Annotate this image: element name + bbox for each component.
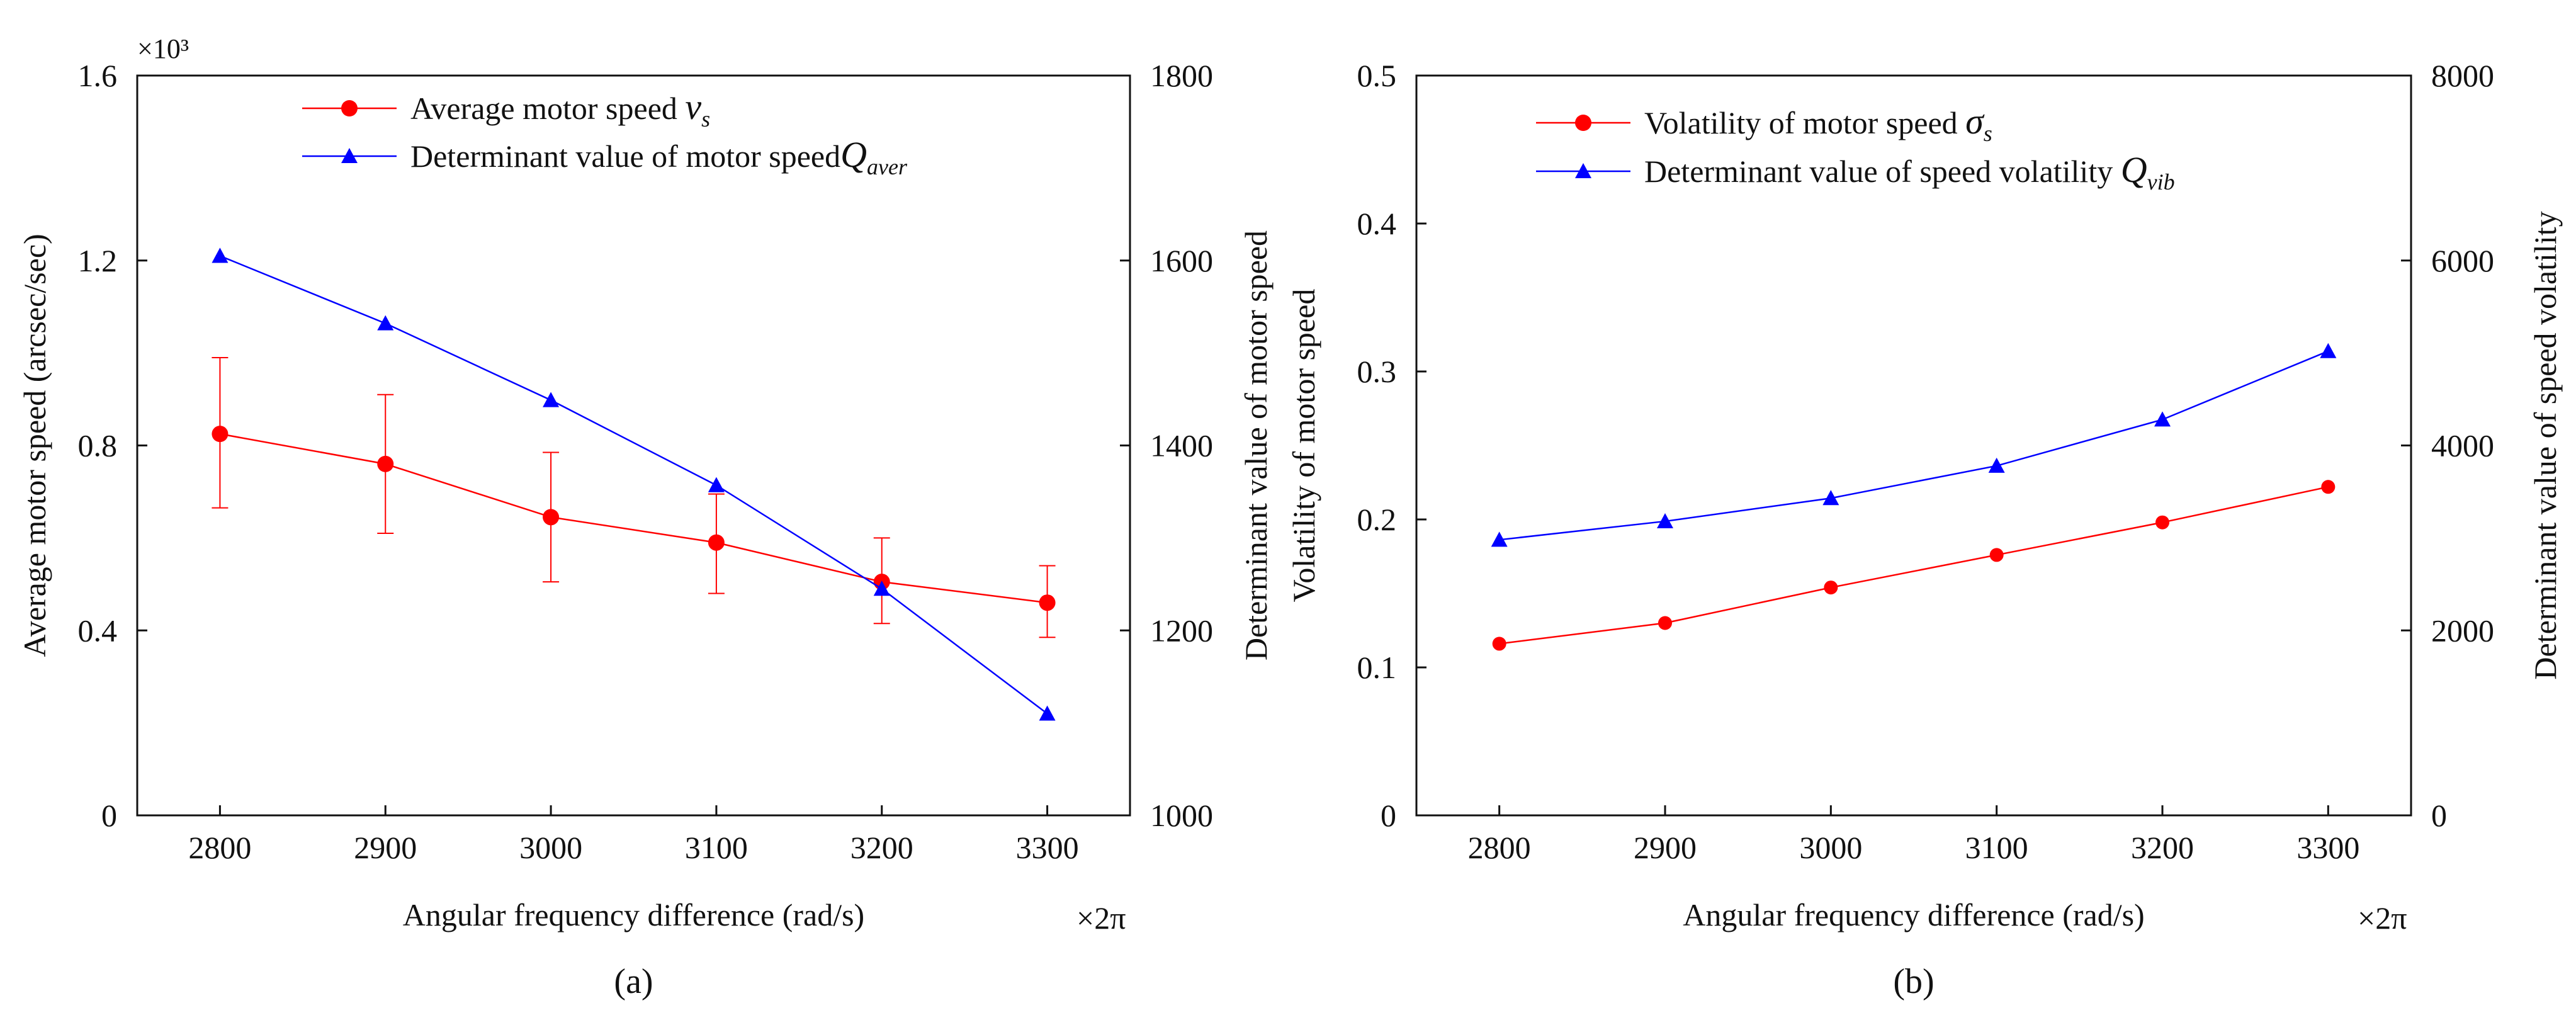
chart-b-x-tick-label: 3300 xyxy=(2296,830,2359,865)
chart-b-y-tick-label: 0.1 xyxy=(1357,650,1397,685)
chart-a-red-series-line xyxy=(220,433,1048,604)
chart-a-legend-marker-0 xyxy=(341,100,358,116)
chart-a-red-series-point xyxy=(1039,594,1056,611)
chart-b-y2-tick-label: 6000 xyxy=(2431,243,2494,278)
chart-a-red-series-point xyxy=(708,534,725,551)
chart-b-legend-label-0: Volatility of motor speed σs xyxy=(1644,101,1992,146)
chart-a-y2-tick-label: 1400 xyxy=(1150,428,1213,463)
chart-b-red-series-point xyxy=(1658,616,1672,630)
chart-a-x-tick-label: 2800 xyxy=(188,830,251,865)
chart-a-x-tick-label: 3200 xyxy=(850,830,913,865)
chart-b-blue-series-point xyxy=(1657,513,1673,528)
chart-b-y-tick-label: 0 xyxy=(1381,798,1396,833)
chart-a-x-tick-label: 3100 xyxy=(685,830,748,865)
chart-a-blue-series-point xyxy=(543,392,560,407)
chart-a-y-tick-label: 0.8 xyxy=(78,428,118,463)
chart-b-y-tick-label: 0.3 xyxy=(1357,354,1397,389)
chart-a-blue-series-point xyxy=(212,247,229,263)
chart-a-y2-tick-label: 1800 xyxy=(1150,58,1213,93)
chart-a-y-tick-label: 0 xyxy=(101,798,117,833)
chart-b-y2-tick-label: 0 xyxy=(2431,798,2447,833)
chart-a-caption: (a) xyxy=(614,962,653,1001)
chart-a-blue-series-point xyxy=(708,477,725,492)
chart-a-x-tick-label: 3000 xyxy=(519,830,582,865)
chart-b-blue-series-point xyxy=(1988,457,2005,473)
chart-a-y2-tick-label: 1600 xyxy=(1150,243,1213,278)
chart-a-x-multiplier: ×2π xyxy=(1076,900,1126,936)
chart-a-x-tick-label: 3300 xyxy=(1016,830,1079,865)
chart-b-x-tick-label: 2900 xyxy=(1634,830,1697,865)
chart-a-legend-label-1: Determinant value of motor speedQaver xyxy=(410,134,908,179)
chart-a-y2-tick-label: 1000 xyxy=(1150,798,1213,833)
chart-b-red-series-point xyxy=(1989,548,2004,562)
chart-a-y-tick-label: 1.2 xyxy=(78,243,118,278)
chart-b-blue-series-point xyxy=(1491,531,1508,547)
chart-b-red-series-point xyxy=(1492,637,1506,651)
chart-b-blue-series-line xyxy=(1499,350,2329,541)
chart-a-legend-label-0: Average motor speed vs xyxy=(410,86,710,132)
chart-a-legend-marker-1 xyxy=(341,148,358,164)
chart-a-red-series-point xyxy=(212,426,229,443)
chart-b-y-tick-label: 0.5 xyxy=(1357,58,1397,93)
chart-b-y-tick-label: 0.2 xyxy=(1357,502,1397,537)
chart-a-blue-series-point xyxy=(377,315,394,331)
chart-a-y2-axis-label: Determinant value of motor speed xyxy=(1238,230,1274,660)
chart-b-caption: (b) xyxy=(1893,962,1934,1001)
chart-b-x-axis-label: Angular frequency difference (rad/s) xyxy=(1683,897,2144,932)
chart-b-x-tick-label: 3200 xyxy=(2131,830,2194,865)
chart-b-x-tick-label: 3100 xyxy=(1965,830,2028,865)
chart-b-legend-marker-1 xyxy=(1575,163,1591,179)
chart-a-y-axis-label: Average motor speed (arcsec/sec) xyxy=(17,234,52,657)
chart-b-red-series-point xyxy=(1824,581,1838,595)
chart-b-x-tick-label: 3000 xyxy=(1799,830,1862,865)
chart-b-red-series-line xyxy=(1499,486,2329,645)
chart-b-y-tick-label: 0.4 xyxy=(1357,206,1397,241)
chart-a-y2-tick-label: 1200 xyxy=(1150,613,1213,648)
chart-b-y2-tick-label: 8000 xyxy=(2431,58,2494,93)
chart-b-y2-tick-label: 2000 xyxy=(2431,613,2494,648)
chart-a-x-tick-label: 2900 xyxy=(354,830,417,865)
chart-a-blue-series-line xyxy=(219,255,1048,715)
chart-b-y-axis-label: Volatility of motor speed xyxy=(1286,289,1321,603)
chart-a-blue-series-point xyxy=(1039,705,1056,721)
chart-b-red-series-point xyxy=(2155,515,2169,530)
chart-b-legend-label-1: Determinant value of speed volatility Qv… xyxy=(1644,149,2175,195)
chart-b-legend-marker-0 xyxy=(1575,115,1591,131)
chart-b-blue-series-point xyxy=(2154,411,2171,427)
chart-b-y2-tick-label: 4000 xyxy=(2431,428,2494,463)
chart-a-x-axis-label: Angular frequency difference (rad/s) xyxy=(403,897,864,932)
chart-b-x-tick-label: 2800 xyxy=(1468,830,1531,865)
chart-a-y-multiplier: ×10³ xyxy=(137,33,189,64)
chart-a-blue-series-point xyxy=(873,581,890,596)
chart-b-blue-series-point xyxy=(2320,343,2337,358)
chart-b-red-series-point xyxy=(2321,480,2336,494)
chart-b-x-multiplier: ×2π xyxy=(2358,900,2407,936)
chart-b-y2-axis-label: Determinant value of speed volatility xyxy=(2528,211,2563,679)
chart-a-red-series-point xyxy=(377,455,394,472)
chart-a-y-tick-label: 1.6 xyxy=(78,58,118,93)
chart-b-blue-series-point xyxy=(1822,490,1839,506)
chart-a-y-tick-label: 0.4 xyxy=(78,613,118,648)
chart-a-red-series-point xyxy=(543,509,560,526)
